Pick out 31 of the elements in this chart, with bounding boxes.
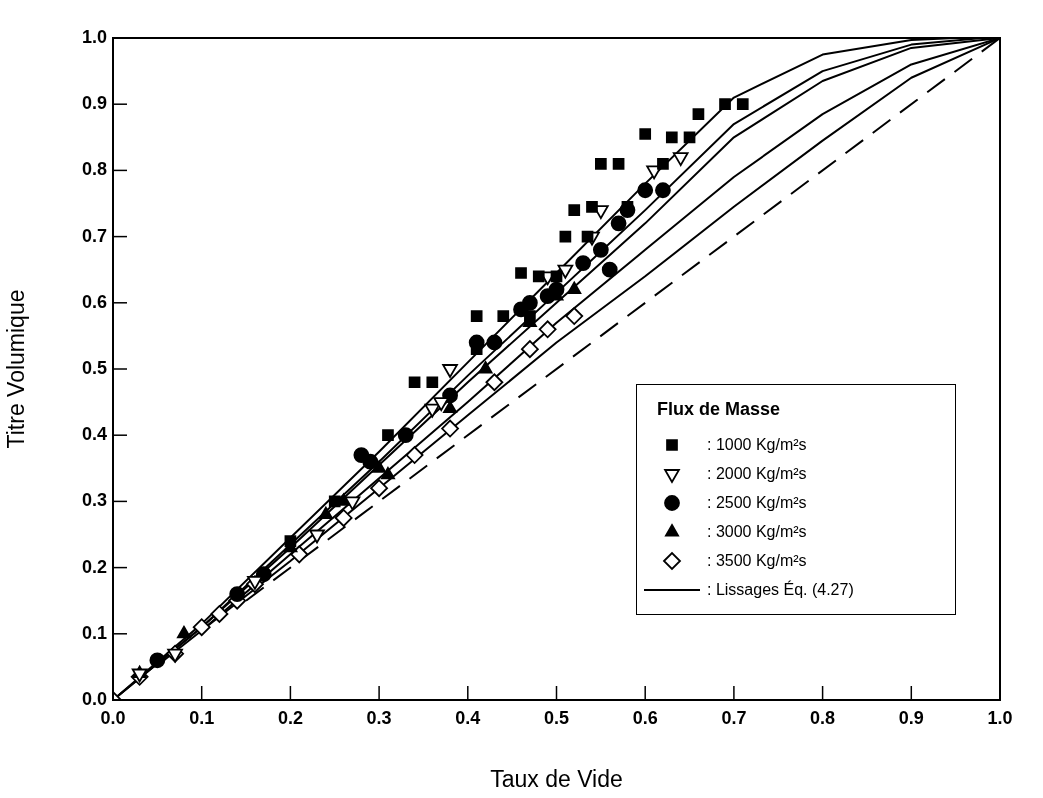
legend-label: : 3500 Kg/m²s (707, 551, 807, 570)
y-tick-label: 0.7 (81, 225, 107, 246)
x-axis-title: Taux de Vide (490, 765, 623, 792)
y-tick-label: 0.8 (81, 159, 107, 180)
legend-label: : Lissages Éq. (4.27) (707, 580, 854, 599)
legend-label: : 2500 Kg/m²s (707, 493, 807, 512)
x-tick-label: 1.0 (987, 707, 1013, 728)
legend-label: : 1000 Kg/m²s (707, 435, 807, 454)
legend-label: : 3000 Kg/m²s (707, 522, 807, 541)
x-tick-label: 0.9 (898, 707, 924, 728)
y-tick-label: 0.4 (81, 424, 107, 445)
x-tick-label: 0.7 (721, 707, 747, 728)
x-tick-label: 0.5 (543, 707, 570, 728)
y-tick-label: 0.9 (81, 93, 107, 114)
x-tick-label: 0.3 (366, 707, 392, 728)
legend-title: Flux de Masse (657, 399, 782, 420)
y-tick-label: 1.0 (81, 26, 107, 47)
x-tick-label: 0.1 (189, 707, 215, 728)
legend-label: : 2000 Kg/m²s (707, 464, 807, 483)
y-tick-label: 0.5 (81, 357, 107, 378)
x-tick-label: 0.4 (455, 707, 481, 728)
x-tick-label: 0.8 (810, 707, 836, 728)
y-axis-title: Titre Volumique (3, 289, 30, 449)
x-tick-label: 0.0 (100, 707, 126, 728)
x-tick-label: 0.2 (277, 707, 303, 728)
y-tick-label: 0.3 (81, 490, 107, 511)
x-tick-label: 0.6 (632, 707, 658, 728)
y-tick-label: 0.0 (81, 688, 107, 709)
y-tick-label: 0.1 (81, 622, 107, 643)
y-tick-label: 0.2 (81, 556, 107, 577)
y-tick-label: 0.6 (81, 291, 107, 312)
